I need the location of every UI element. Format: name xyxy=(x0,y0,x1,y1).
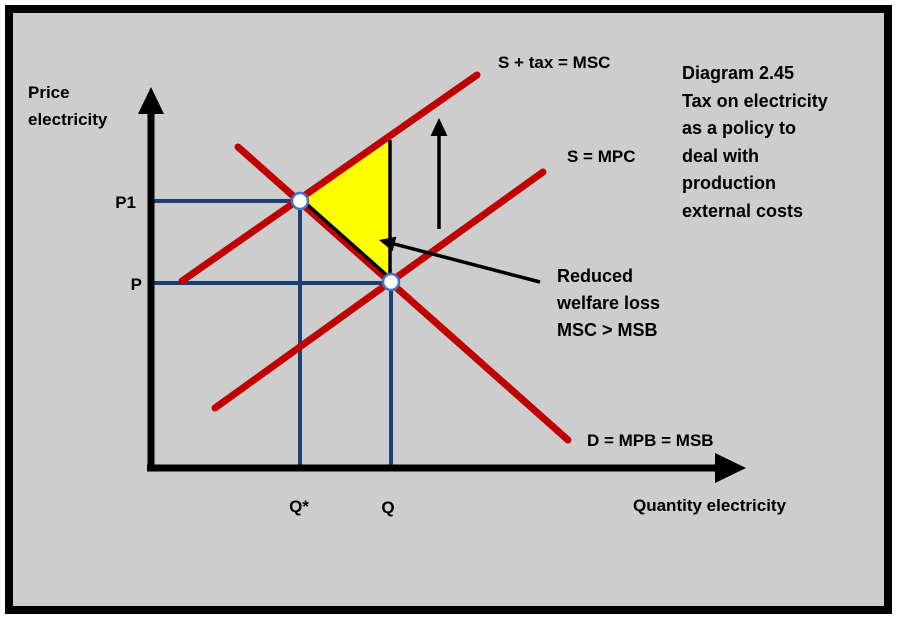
quantity-qstar-label: Q* xyxy=(289,497,309,516)
welfare-layer xyxy=(300,140,391,282)
axes-layer xyxy=(138,87,746,483)
x-axis-head xyxy=(715,453,746,483)
mpc-curve-label: S = MPC xyxy=(567,147,636,166)
point-p-q-intersection xyxy=(381,272,401,292)
price-p1-label: P1 xyxy=(115,193,136,212)
welfare-triangle-edge-hypotenuse xyxy=(299,197,393,281)
y-axis-head xyxy=(138,87,164,114)
points-layer xyxy=(290,191,401,292)
arrows-layer xyxy=(379,118,541,284)
welfare-note-arrow-head xyxy=(379,236,397,252)
curve-s-mpc xyxy=(211,168,547,412)
demand-curve-label: D = MPB = MSB xyxy=(587,431,714,450)
y-axis-label: Price electricity xyxy=(28,83,108,129)
price-p-label: P xyxy=(130,275,142,294)
curve-s-tax-msc xyxy=(178,71,481,285)
diagram-title: Diagram 2.45 Tax on electricity as a pol… xyxy=(682,63,828,221)
guides-layer xyxy=(150,199,393,466)
tax-shift-up-arrow-head xyxy=(430,118,448,136)
point-p1-qstar-intersection xyxy=(290,191,310,211)
edges-layer xyxy=(299,140,393,283)
msc-curve-label: S + tax = MSC xyxy=(498,53,611,72)
welfare-loss-triangle xyxy=(300,140,391,282)
x-axis-label: Quantity electricity xyxy=(633,496,787,515)
welfare-note-arrow xyxy=(392,241,541,284)
quantity-q-label: Q xyxy=(381,498,395,517)
welfare-loss-note: Reduced welfare loss MSC > MSB xyxy=(557,266,661,340)
